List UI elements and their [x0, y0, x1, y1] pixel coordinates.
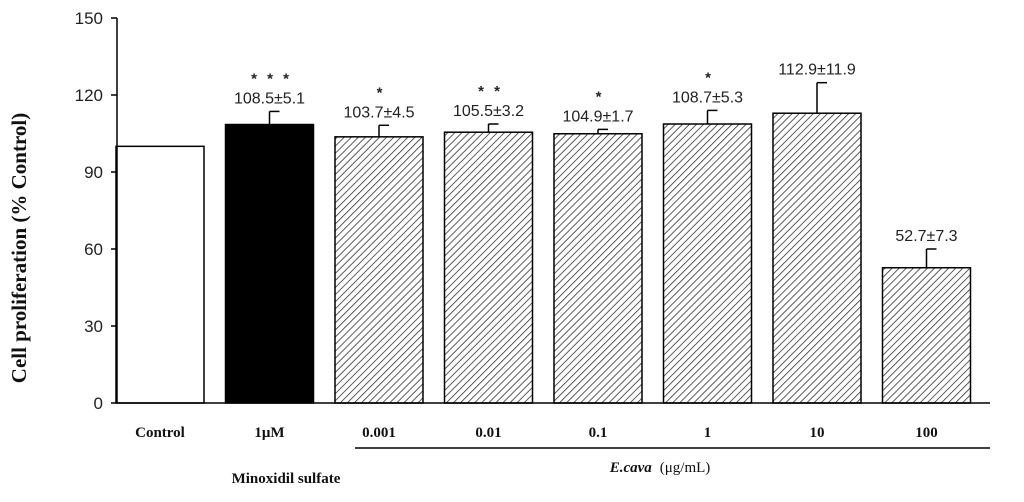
group-label-ecava: E.cava (μg/mL)	[609, 459, 711, 476]
data-label: 103.7±4.5	[343, 104, 414, 121]
data-label: 104.9±1.7	[562, 108, 633, 125]
bars	[115, 81, 972, 404]
data-label: 52.7±7.3	[895, 228, 957, 245]
data-label: 105.5±3.2	[453, 103, 524, 120]
significance-marker: *	[705, 69, 714, 86]
x-tick-label: 1	[704, 425, 712, 441]
bar	[115, 145, 205, 404]
group-label-minoxidil: Minoxidil sulfate	[232, 471, 341, 487]
bar	[772, 112, 862, 404]
x-tick-label: 10	[810, 425, 825, 441]
bar	[881, 266, 972, 404]
x-tick-label: 100	[915, 425, 938, 441]
y-tick-label: 30	[84, 317, 103, 336]
x-tick-label: 0.1	[589, 425, 608, 441]
bar	[224, 123, 315, 404]
y-axis-label: Cell proliferation (% Control)	[7, 113, 31, 383]
y-tick-label: 60	[84, 240, 103, 259]
data-label: 112.9±11.9	[778, 62, 856, 79]
significance-marker: *	[377, 84, 386, 101]
y-tick-label: 90	[84, 163, 103, 182]
y-tick-label: 120	[75, 86, 103, 105]
x-tick-label: 0.001	[362, 425, 396, 441]
data-label: 108.7±5.3	[672, 89, 743, 106]
bar	[553, 133, 643, 404]
y-axis-ticks: 0 30 60 90 120 150	[75, 9, 117, 413]
bar	[443, 131, 534, 404]
significance-marker: *	[596, 88, 605, 105]
x-tick-label: Control	[135, 425, 185, 441]
y-tick-label: 150	[75, 9, 103, 28]
significance-marker: * *	[478, 83, 503, 100]
x-axis-labels: Control 1μM 0.001 0.01 0.1 1 10 100	[135, 425, 938, 441]
x-tick-label: 0.01	[475, 425, 501, 441]
significance-marker: * * *	[251, 70, 292, 87]
bar-annotations: 108.5±5.1 * * * 103.7±4.5 * 105.5±3.2 * * 104.…	[234, 62, 958, 245]
bar	[334, 136, 424, 404]
bar	[662, 123, 753, 404]
x-tick-label: 1μM	[254, 425, 284, 441]
data-label: 108.5±5.1	[234, 90, 305, 107]
y-tick-label: 0	[94, 394, 103, 413]
